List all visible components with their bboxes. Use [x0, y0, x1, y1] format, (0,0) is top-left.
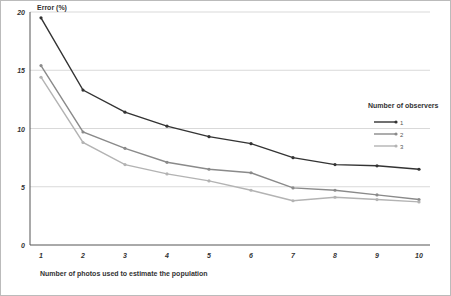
series-marker	[165, 172, 168, 175]
grid-line	[30, 128, 430, 129]
x-tick-label: 3	[123, 252, 127, 259]
series-marker	[81, 88, 84, 91]
series-marker	[417, 168, 420, 171]
x-tick-label: 6	[249, 252, 253, 259]
y-axis-line	[30, 12, 31, 245]
grid-line	[30, 186, 430, 187]
series-marker	[123, 147, 126, 150]
series-marker	[249, 189, 252, 192]
x-tick-label: 9	[375, 252, 379, 259]
x-tick-label: 8	[333, 252, 337, 259]
y-tick-label: 15	[17, 67, 25, 74]
series-marker	[291, 199, 294, 202]
plot-area	[39, 16, 420, 203]
series-line	[41, 18, 419, 169]
series-marker	[375, 193, 378, 196]
series-marker	[165, 125, 168, 128]
series-marker	[39, 64, 42, 67]
legend-swatch-marker	[394, 120, 397, 123]
legend-title: Number of observers	[368, 102, 439, 109]
legend-swatch	[374, 121, 396, 122]
series-marker	[333, 189, 336, 192]
x-tick-label: 10	[415, 252, 423, 259]
series-marker	[207, 179, 210, 182]
series-marker	[375, 164, 378, 167]
series-line	[41, 66, 419, 200]
y-tick-label: 20	[16, 9, 25, 16]
series-marker	[123, 163, 126, 166]
chart: 0 5 10 15 20 1 2 3 4 5 6 7 8 9 10 Error (%) Number of ph…	[0, 0, 451, 296]
series-marker	[291, 156, 294, 159]
series-marker	[249, 142, 252, 145]
x-tick-label: 7	[291, 252, 296, 259]
x-tick-label: 5	[207, 252, 211, 259]
series-marker	[39, 16, 42, 19]
grid-line	[30, 70, 430, 71]
series-marker	[39, 76, 42, 79]
legend-swatch	[374, 145, 396, 146]
series-marker	[249, 171, 252, 174]
legend-label: 3	[400, 144, 404, 150]
frame	[1, 1, 451, 296]
y-axis-label: Error (%)	[37, 4, 67, 12]
x-tick-label: 1	[39, 252, 43, 259]
series-marker	[81, 130, 84, 133]
legend-swatch-marker	[394, 132, 397, 135]
series-marker	[291, 186, 294, 189]
series-marker	[333, 163, 336, 166]
series-marker	[165, 161, 168, 164]
page: {"chart_data": {"type": "line", "y_label…	[0, 0, 451, 296]
x-tick-label: 2	[80, 252, 85, 259]
y-tick-label: 10	[17, 126, 25, 133]
x-axis-line	[30, 245, 430, 246]
series-line	[41, 77, 419, 202]
series-marker	[333, 196, 336, 199]
x-tick-label: 4	[164, 252, 169, 259]
grid-line	[30, 12, 430, 13]
series-marker	[207, 135, 210, 138]
legend-label: 2	[400, 132, 404, 138]
series-marker	[207, 168, 210, 171]
series-marker	[375, 198, 378, 201]
legend-swatch	[374, 133, 396, 134]
legend-swatch-marker	[394, 144, 397, 147]
y-tick-label: 5	[21, 184, 25, 191]
legend-label: 1	[400, 120, 404, 126]
series-marker	[81, 141, 84, 144]
x-axis-label: Number of photos used to estimate the po…	[40, 270, 208, 278]
series-marker	[417, 200, 420, 203]
series-marker	[123, 111, 126, 114]
y-tick-label: 0	[21, 242, 25, 249]
